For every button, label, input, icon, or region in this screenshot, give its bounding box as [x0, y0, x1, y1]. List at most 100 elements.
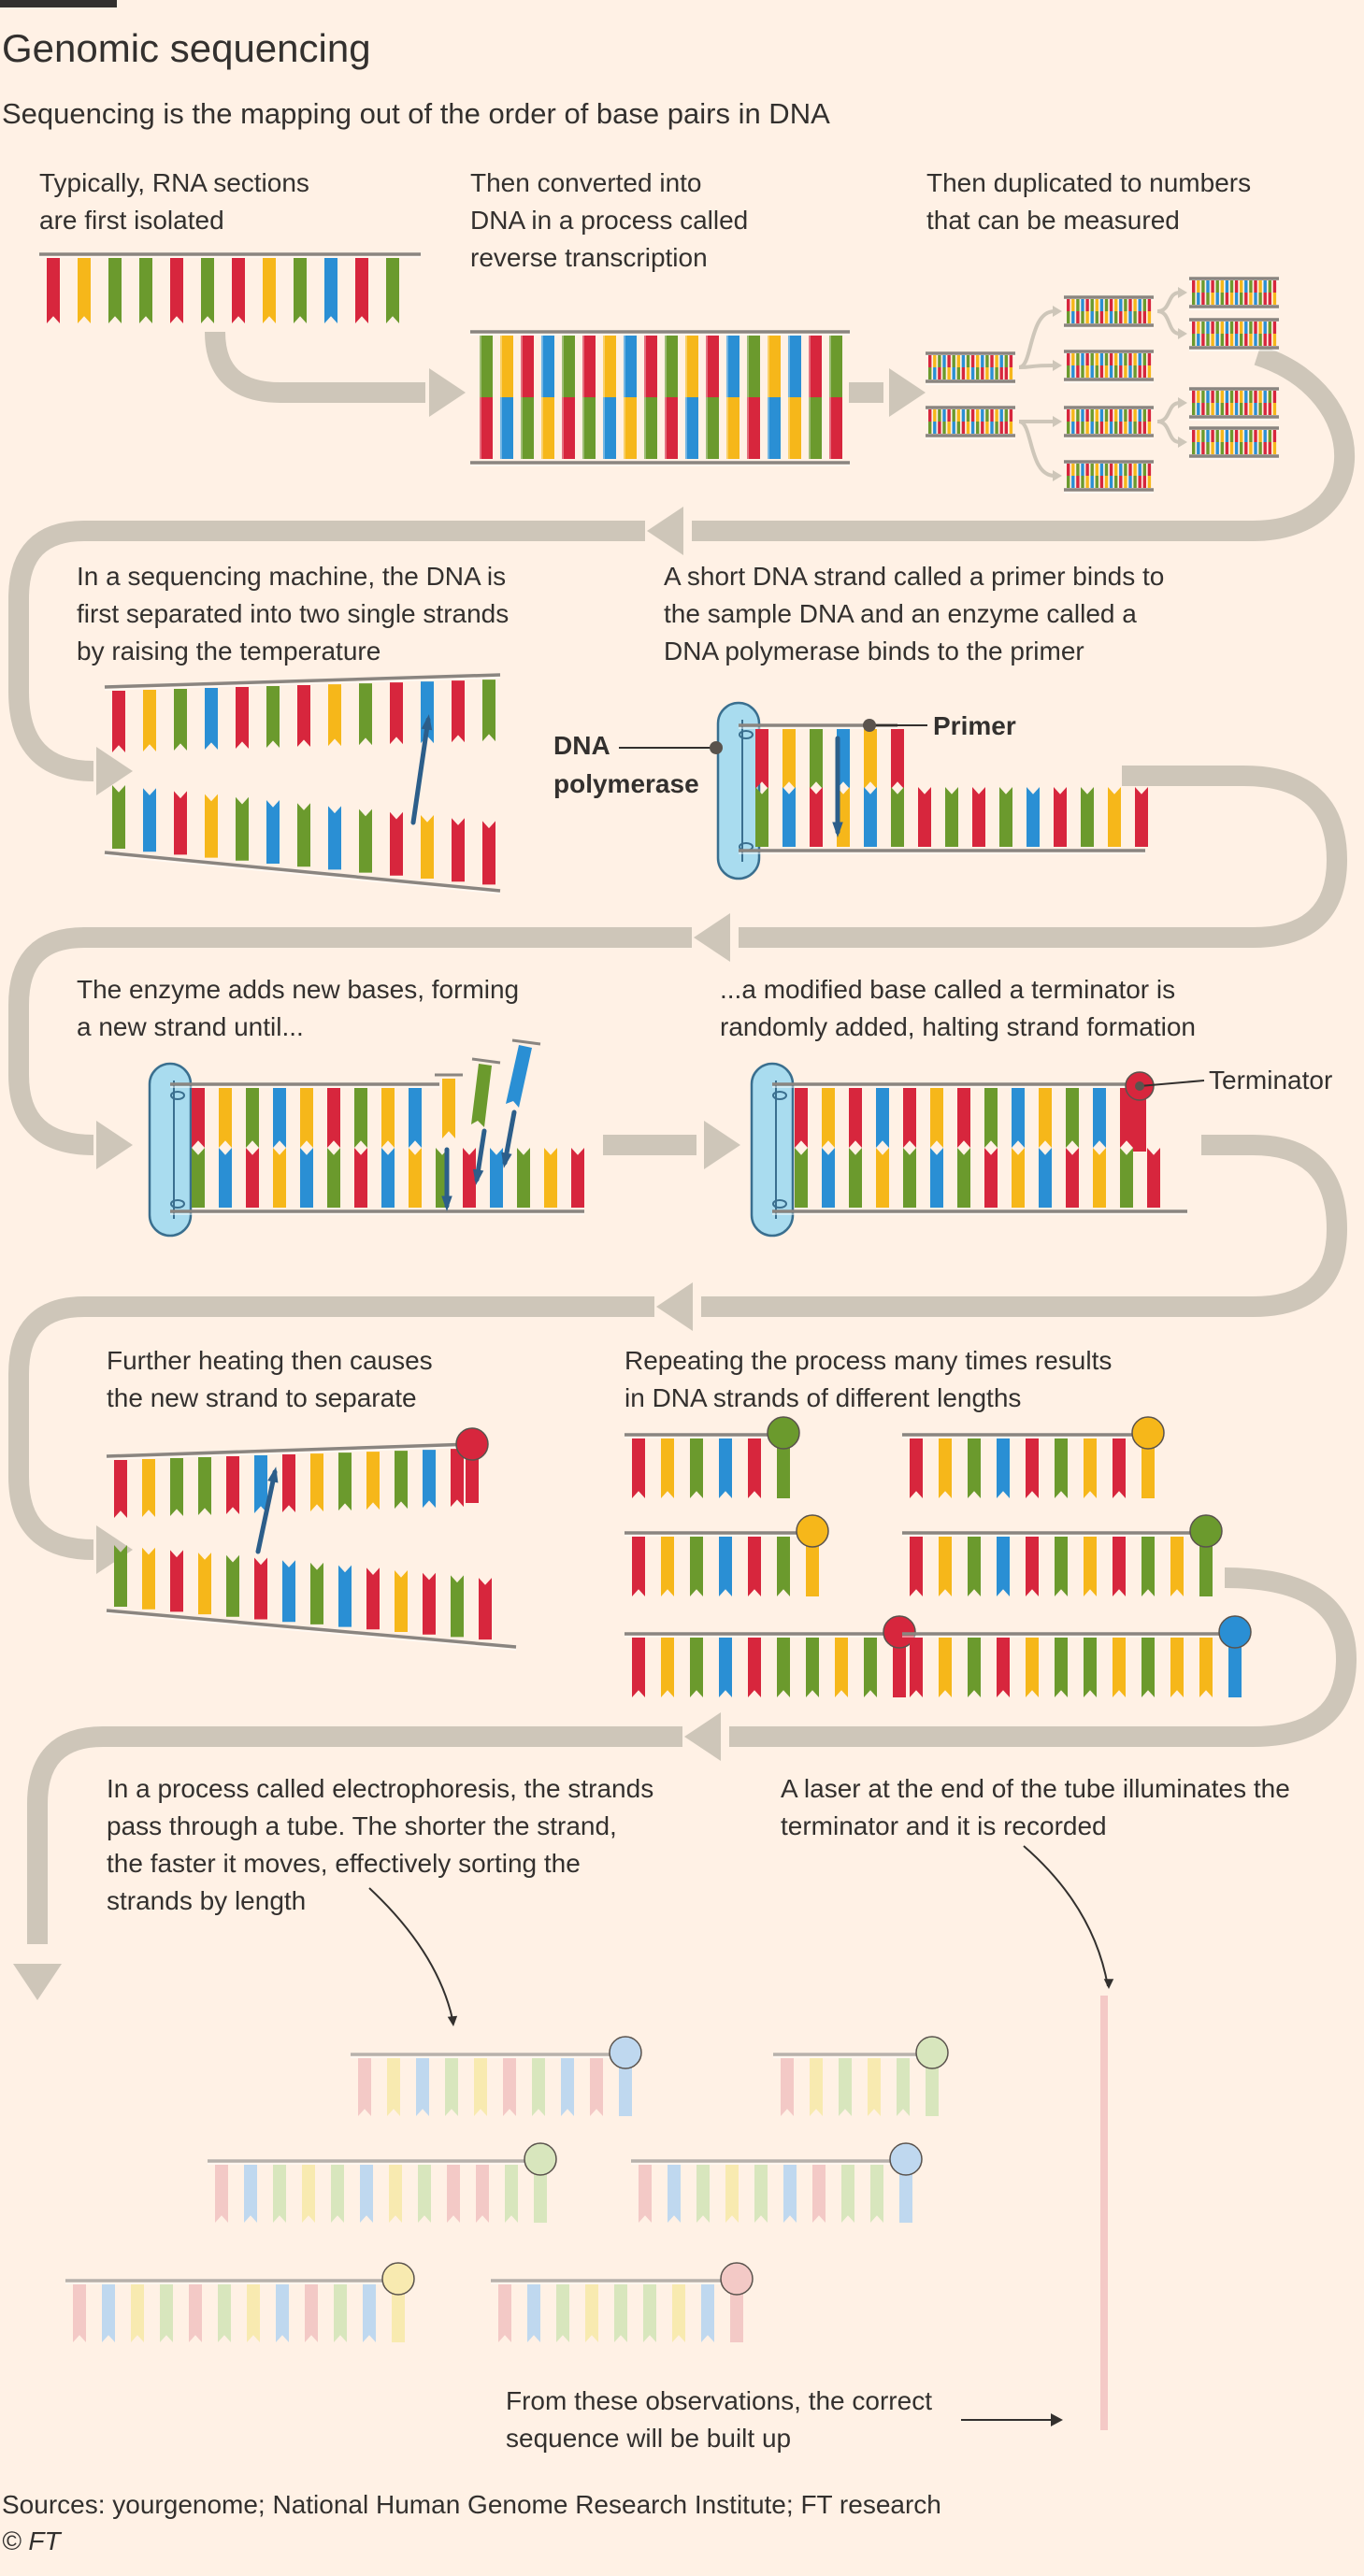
- duplicated-dna: [926, 277, 1279, 494]
- template-base: [1135, 787, 1148, 847]
- flow-arrowhead-8: [656, 1282, 693, 1331]
- step-text-duplicate: Then duplicated to numbers that can be m…: [926, 168, 1258, 235]
- mini-dna-8-base-top: [1249, 322, 1253, 334]
- repeat-strand-3-base: [777, 1638, 790, 1697]
- dna-polymerase-ring: [739, 730, 754, 739]
- mini-dna-9-base-top: [1192, 391, 1196, 403]
- ext-bottom-base: [409, 1148, 422, 1208]
- repeat-strand-4-base: [910, 1438, 923, 1498]
- mini-dna-7-base-top: [1244, 280, 1248, 293]
- mini-dna-8-base-top: [1234, 322, 1239, 334]
- repeat-strand-3-base: [835, 1638, 848, 1697]
- sorted-strand-5-terminator-stem: [392, 2284, 405, 2342]
- mini-dna-4-base-bottom: [1090, 365, 1094, 378]
- repeat-strand-2-base: [777, 1537, 790, 1596]
- sorted-strand-1-base: [590, 2058, 603, 2116]
- mini-dna-9-base-top: [1220, 391, 1224, 403]
- mini-dna-7-base-bottom: [1249, 293, 1253, 305]
- repeat-strand-3-base: [864, 1638, 877, 1697]
- flow-arrowhead-2: [889, 368, 926, 417]
- flow-arrowhead-5: [694, 913, 730, 962]
- mini-dna-7-base-top: [1192, 280, 1196, 293]
- heat-top-base: [198, 1457, 211, 1516]
- dna-double-base-top: [603, 336, 616, 397]
- flow-path-1: [205, 331, 425, 403]
- mini-dna-6-base-top: [1085, 464, 1089, 476]
- mini-dna-5-base-bottom: [1128, 422, 1132, 434]
- sorted-strand-3-terminator-stem: [534, 2165, 547, 2223]
- mini-dna-9-base-bottom: [1220, 403, 1224, 415]
- branch-arrow-5: [1156, 291, 1181, 313]
- dna-double-base-top: [480, 336, 493, 397]
- ext-bottom-base: [354, 1148, 367, 1208]
- mini-dna-2-base-top: [966, 409, 970, 422]
- mini-dna-5-base-bottom: [1067, 422, 1070, 434]
- sorted-strand-1-base: [416, 2058, 429, 2116]
- rna-base: [139, 258, 152, 323]
- mini-dna-5-base-bottom: [1114, 422, 1118, 434]
- mini-dna-6-base-top: [1114, 464, 1118, 476]
- heat-bottom-base: [451, 1575, 464, 1638]
- mini-dna-2-base-top: [985, 409, 989, 422]
- heat-bottom-base: [395, 1570, 408, 1632]
- mini-dna-4-base-bottom: [1124, 365, 1127, 378]
- ext-bottom-base: [381, 1148, 395, 1208]
- mini-dna-2-base-top: [938, 409, 941, 422]
- sorted-strand-2-base: [781, 2058, 794, 2116]
- dna-double-base-top: [562, 336, 575, 397]
- heat-top-base: [310, 1453, 323, 1512]
- mini-dna-9-base-bottom: [1272, 403, 1277, 415]
- mini-dna-10-base-top: [1215, 430, 1219, 442]
- sep-bottom-base: [482, 821, 495, 885]
- mini-dna-1-base-bottom: [942, 367, 946, 379]
- mini-dna-2-base-bottom: [970, 422, 975, 434]
- mini-dna-3-base-bottom: [1095, 311, 1098, 323]
- mini-dna-8-base-top: [1272, 322, 1277, 334]
- repeat-strand-1-terminator-stem: [777, 1438, 790, 1498]
- mini-dna-5-base-top: [1099, 409, 1104, 422]
- mini-dna-6-base-top: [1099, 464, 1104, 476]
- mini-dna-10-base-bottom: [1211, 442, 1214, 454]
- dna-double-base-bottom: [521, 397, 534, 459]
- mini-dna-9-base-bottom: [1240, 403, 1243, 415]
- term-top-base: [795, 1088, 808, 1148]
- leader-dot-terminator: [1135, 1081, 1144, 1091]
- heat-bottom-base: [254, 1557, 267, 1620]
- mini-dna-5-base-top: [1095, 409, 1098, 422]
- mini-dna-2-base-bottom: [999, 422, 1003, 434]
- mini-dna-3-base-bottom: [1090, 311, 1094, 323]
- sorted-strand-6-terminator-stem: [730, 2284, 743, 2342]
- mini-dna-4-base-bottom: [1076, 365, 1080, 378]
- mini-dna-3-base-top: [1076, 299, 1080, 311]
- mini-dna-5-base-bottom: [1085, 422, 1089, 434]
- mini-dna-9-base-top: [1258, 391, 1262, 403]
- dna-double-base-bottom: [480, 397, 493, 459]
- mini-dna-2-base-top: [947, 409, 951, 422]
- dna-polymerase-2-ring: [170, 1199, 185, 1209]
- mini-dna-5-base-bottom: [1071, 422, 1075, 434]
- mini-dna-2-base-top: [990, 409, 994, 422]
- dna-double-base-bottom: [706, 397, 719, 459]
- dna-double-base-top: [747, 336, 760, 397]
- flow-arrowhead-11: [13, 1964, 62, 2000]
- ft-credit: © FT: [2, 2526, 63, 2555]
- mini-dna-10-base-top: [1206, 430, 1210, 442]
- heat-terminator-bead: [455, 1427, 489, 1461]
- dna-double-base-top: [624, 336, 637, 397]
- mini-dna-1-base-top: [928, 355, 932, 367]
- mini-dna-9-base-top: [1201, 391, 1205, 403]
- repeat-strand-1-base: [632, 1438, 645, 1498]
- mini-dna-6-base-bottom: [1147, 476, 1152, 488]
- heat-top-base: [114, 1460, 127, 1518]
- mini-dna-1-base-top: [981, 355, 984, 367]
- mini-dna-7-base-top: [1249, 280, 1253, 293]
- repeated-strands: [625, 1416, 1252, 1697]
- sorted-strand-4-base: [696, 2165, 710, 2223]
- rna-base: [386, 258, 399, 323]
- sorted-strand-1-terminator-bead: [609, 2036, 642, 2069]
- mini-dna-10-base-top: [1244, 430, 1248, 442]
- sep-bottom-base: [390, 811, 403, 876]
- sorted-strand-2-terminator-bead: [915, 2036, 949, 2069]
- mini-dna-4-base-bottom: [1147, 365, 1152, 378]
- mini-dna-4-base-bottom: [1109, 365, 1113, 378]
